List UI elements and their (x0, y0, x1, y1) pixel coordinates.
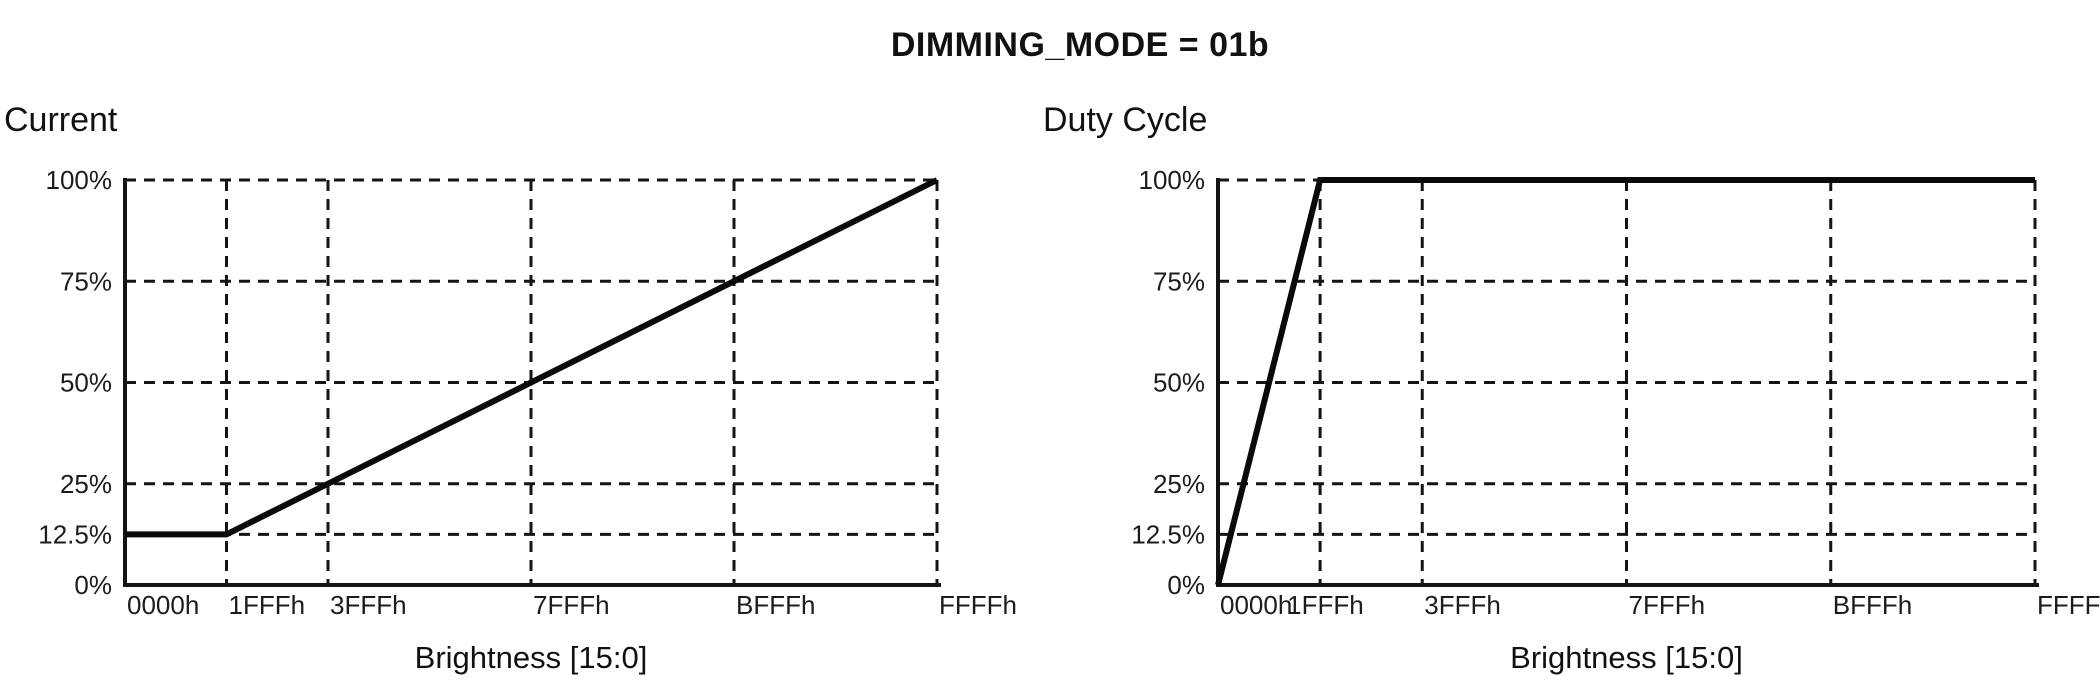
x-tick-label: 3FFFh (1424, 590, 1501, 620)
x-tick-label: BFFFh (1833, 590, 1912, 620)
series-line-current (125, 177, 939, 538)
y-tick-label: 75% (60, 266, 112, 296)
x-axis-title-current: Brightness [15:0] (414, 640, 648, 675)
x-tick-label: 0000h (1220, 590, 1292, 620)
x-tick-label: 7FFFh (533, 590, 610, 620)
y-tick-label: 100% (46, 165, 113, 195)
x-tick-label: 7FFFh (1628, 590, 1705, 620)
x-tick-label: 1FFFh (228, 590, 305, 620)
x-tick-label: FFFFh (2037, 590, 2100, 620)
figure-title: DIMMING_MODE = 01b (890, 26, 1270, 64)
y-tick-label: 0% (74, 570, 112, 600)
y-tick-label: 50% (60, 368, 112, 398)
y-tick-label: 12.5% (38, 519, 112, 549)
y-tick-label: 100% (1139, 165, 1206, 195)
y-tick-label: 75% (1153, 266, 1205, 296)
x-tick-label: FFFFh (939, 590, 1017, 620)
x-axis-title-duty-cycle: Brightness [15:0] (1510, 640, 1743, 675)
y-tick-label: 12.5% (1131, 519, 1205, 549)
chart-title-current: Current (4, 101, 118, 139)
y-tick-label: 0% (1167, 570, 1205, 600)
y-tick-label: 25% (1153, 469, 1205, 499)
chart-title-duty-cycle: Duty Cycle (1043, 101, 1208, 139)
y-tick-label: 50% (1153, 368, 1205, 398)
x-tick-label: 1FFFh (1287, 590, 1364, 620)
x-tick-label: 3FFFh (330, 590, 407, 620)
chart-current: 100% 75% 50% 25% 12.5% 0% 0000h 1FFFh 3FFFh 7FFFh… (38, 165, 1017, 620)
x-tick-label: 0000h (127, 590, 199, 620)
x-tick-label: BFFFh (736, 590, 815, 620)
series-line-duty-cycle (1215, 177, 2035, 586)
y-tick-label: 25% (60, 469, 112, 499)
